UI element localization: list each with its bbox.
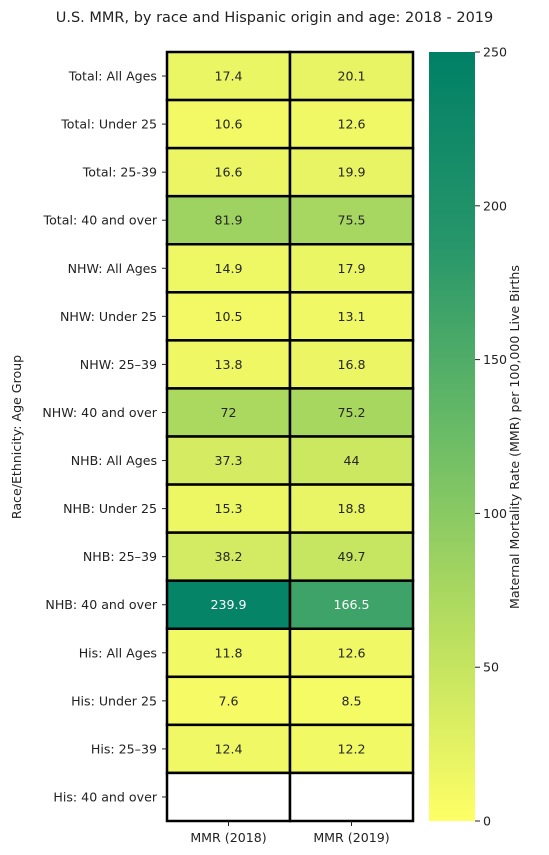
- chart-title: U.S. MMR, by race and Hispanic origin an…: [56, 10, 494, 26]
- cell-value-label: 12.6: [337, 645, 365, 660]
- heatmap-cell: [288, 243, 415, 294]
- row-label: His: Under 25: [71, 693, 157, 708]
- heatmap-cell: [288, 771, 415, 823]
- cell-value-label: 11.8: [214, 645, 242, 660]
- heatmap-cell: [288, 387, 415, 438]
- cell-value-label: 19.9: [337, 165, 365, 180]
- row-label: NHW: 40 and over: [42, 405, 157, 420]
- row-label: His: All Ages: [79, 645, 157, 660]
- row-label: NHB: 25–39: [83, 549, 157, 564]
- cell-value-label: 12.6: [337, 117, 365, 132]
- heatmap-cell: [165, 771, 292, 823]
- cell-value-label: 18.8: [337, 501, 365, 516]
- cell-value-label: 38.2: [214, 549, 242, 564]
- cell-value-label: 166.5: [333, 597, 369, 612]
- colorbar-tick-label: 0: [483, 814, 491, 829]
- colorbar: 0 50 100 150 200 250: [429, 45, 507, 829]
- heatmap-cell: [288, 627, 415, 679]
- row-label: His: 40 and over: [53, 789, 157, 804]
- cell-value-label: 20.1: [337, 69, 365, 84]
- cell-value-label: 8.5: [341, 693, 361, 708]
- row-label: NHW: All Ages: [68, 261, 157, 276]
- cell-value-label: 75.2: [337, 405, 365, 420]
- cell-value-label: 44: [343, 453, 359, 468]
- row-label: NHB: All Ages: [71, 453, 157, 468]
- row-label: His: 25–39: [91, 741, 157, 756]
- cell-value-label: 239.9: [210, 597, 246, 612]
- row-label: NHB: 40 and over: [45, 597, 157, 612]
- cell-value-label: 12.2: [337, 741, 365, 756]
- row-label: Total: Under 25: [60, 117, 157, 132]
- cell-value-label: 13.8: [214, 357, 242, 372]
- row-label: Total: 25-39: [82, 165, 157, 180]
- cell-value-label: 7.6: [218, 693, 238, 708]
- row-label: NHW: Under 25: [60, 309, 157, 324]
- heatmap-cell: [288, 194, 415, 246]
- cell-value-label: 72: [220, 405, 236, 420]
- row-label: NHB: Under 25: [63, 501, 157, 516]
- column-labels: MMR (2018) MMR (2019): [190, 821, 390, 845]
- colorbar-tick-label: 50: [483, 660, 499, 675]
- colorbar-tick-label: 250: [483, 45, 507, 60]
- cell-value-label: 49.7: [337, 549, 365, 564]
- heatmap-cell: [165, 723, 292, 775]
- colorbar-gradient: [429, 52, 475, 821]
- cell-value-label: 17.9: [337, 261, 365, 276]
- cell-value-label: 15.3: [214, 501, 242, 516]
- heatmap-cell: [165, 483, 292, 534]
- cell-value-label: 10.6: [214, 117, 242, 132]
- colorbar-tick-label: 150: [483, 352, 507, 367]
- heatmap-cell: [288, 98, 415, 150]
- row-label: Total: All Ages: [68, 69, 157, 84]
- heatmap-cell: [288, 146, 415, 198]
- heatmap-cell: [288, 531, 415, 582]
- cell-value-label: 75.5: [337, 213, 365, 228]
- heatmap-cell: [288, 579, 415, 630]
- cell-value-label: 17.4: [214, 69, 242, 84]
- column-label: MMR (2019): [313, 830, 389, 845]
- heatmap-cells: 17.4 20.1 10.6 12.6 16.6 19.9 81.9 75.5 14.9 17.9…: [165, 50, 415, 823]
- y-axis-label: Race/Ethnicity: Age Group: [9, 355, 24, 519]
- colorbar-tick-label: 200: [483, 198, 507, 213]
- heatmap-cell: [288, 723, 415, 775]
- cell-value-label: 81.9: [214, 213, 242, 228]
- cell-value-label: 13.1: [337, 309, 365, 324]
- cell-value-label: 14.9: [214, 261, 242, 276]
- cell-value-label: 16.6: [214, 165, 242, 180]
- heatmap-cell: [165, 579, 292, 630]
- heatmap-cell: [288, 339, 415, 390]
- cell-value-label: 37.3: [214, 453, 242, 468]
- cell-value-label: 12.4: [214, 741, 242, 756]
- colorbar-tick-label: 100: [483, 506, 507, 521]
- cell-value-label: 16.8: [337, 357, 365, 372]
- row-label: NHW: 25–39: [80, 357, 157, 372]
- colorbar-label: Maternal Mortality Rate (MMR) per 100,00…: [507, 265, 522, 609]
- row-label: Total: 40 and over: [43, 213, 158, 228]
- row-labels: Total: All Ages Total: Under 25 Total: 25-…: [42, 69, 167, 804]
- heatmap-cell: [288, 435, 415, 486]
- cell-value-label: 10.5: [214, 309, 242, 324]
- heatmap-cell: [288, 291, 415, 342]
- heatmap-cell: [288, 483, 415, 534]
- column-label: MMR (2018): [190, 830, 266, 845]
